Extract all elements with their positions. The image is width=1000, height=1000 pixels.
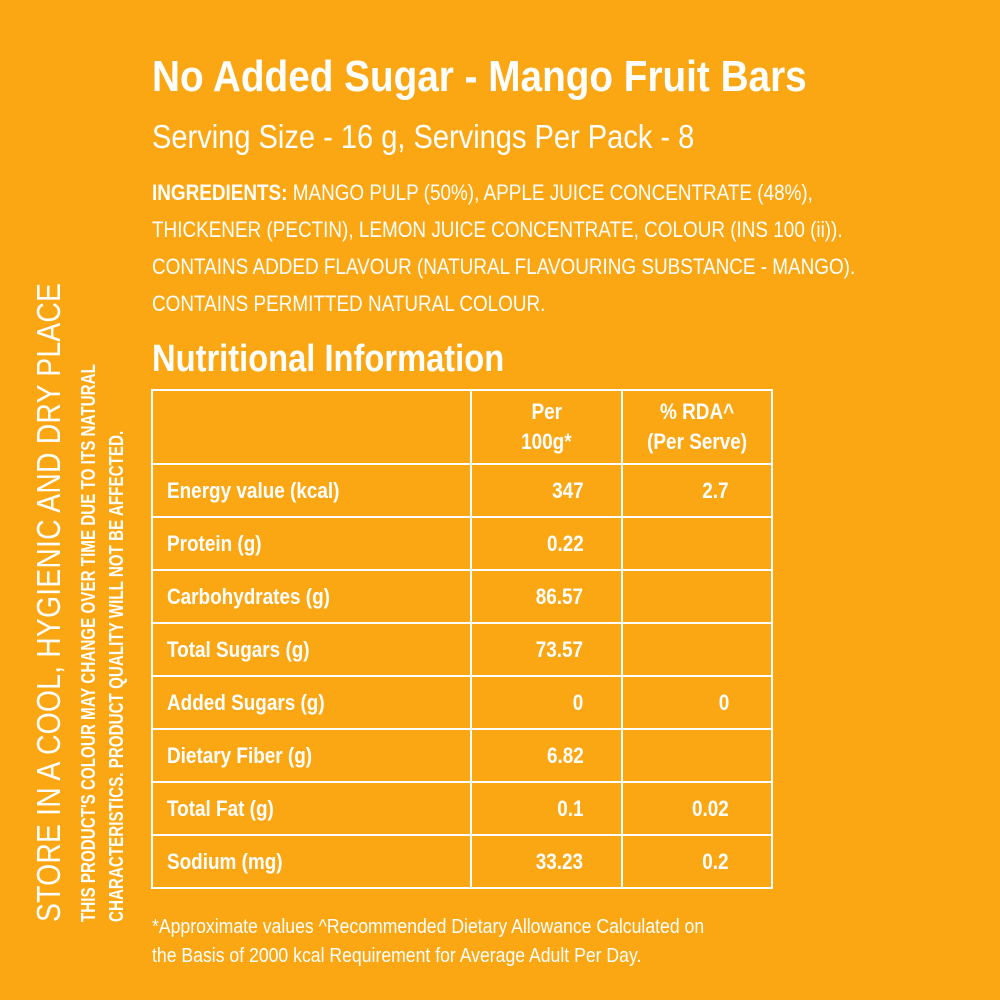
- header-per100: Per 100g*: [469, 389, 624, 465]
- per100-text: 0.1: [557, 795, 584, 821]
- nutrient-name: Added Sugars (g): [151, 675, 472, 730]
- ingredients-text: MANGO PULP (50%), APPLE JUICE CONCENTRAT…: [152, 180, 856, 316]
- rda-value: [621, 516, 773, 571]
- footnote: *Approximate values ^Recommended Dietary…: [152, 912, 806, 970]
- nutrient-label: Sodium (mg): [167, 848, 283, 874]
- header-per100-line1: Per: [531, 399, 562, 424]
- table-row: Total Fat (g) 0.1 0.02: [151, 781, 773, 836]
- rda-value: 2.7: [621, 463, 773, 518]
- header-rda-line1: % RDA^: [660, 399, 735, 424]
- nutrient-name: Sodium (mg): [151, 834, 472, 889]
- ingredients-block: INGREDIENTS: MANGO PULP (50%), APPLE JUI…: [152, 174, 925, 322]
- header-rda-line2: (Per Serve): [647, 429, 748, 454]
- header-rda: % RDA^ (Per Serve): [621, 389, 773, 465]
- per100-text: 0.22: [546, 530, 584, 556]
- nutrient-name: Dietary Fiber (g): [151, 728, 472, 783]
- rda-text: 0.2: [702, 848, 729, 874]
- rda-value: [621, 728, 773, 783]
- side-panel: STORE IN A COOL, HYGIENIC AND DRY PLACE …: [0, 0, 140, 1000]
- table-row: Total Sugars (g) 73.57: [151, 622, 773, 677]
- serving-info: Serving Size - 16 g, Servings Per Pack -…: [152, 118, 695, 155]
- per100-text: 0: [572, 689, 584, 715]
- per100-text: 73.57: [535, 636, 584, 662]
- header-nutrient: [151, 389, 472, 465]
- product-title: No Added Sugar - Mango Fruit Bars: [152, 52, 807, 101]
- nutrient-name: Total Fat (g): [151, 781, 472, 836]
- per100-text: 33.23: [535, 848, 584, 874]
- storage-instruction: STORE IN A COOL, HYGIENIC AND DRY PLACE: [30, 282, 67, 922]
- per100-text: 347: [551, 477, 584, 503]
- table-row: Sodium (mg) 33.23 0.2: [151, 834, 773, 889]
- table-row: Added Sugars (g) 0 0: [151, 675, 773, 730]
- nutrient-name: Total Sugars (g): [151, 622, 472, 677]
- ingredients-label: INGREDIENTS:: [152, 180, 288, 205]
- per100-value: 73.57: [469, 622, 624, 677]
- nutrient-label: Dietary Fiber (g): [167, 742, 313, 768]
- nutrient-name: Carbohydrates (g): [151, 569, 472, 624]
- nutrition-title: Nutritional Information: [152, 338, 505, 380]
- nutrient-label: Carbohydrates (g): [167, 583, 330, 609]
- table-row: Dietary Fiber (g) 6.82: [151, 728, 773, 783]
- nutrient-label: Total Fat (g): [167, 795, 274, 821]
- per100-text: 6.82: [546, 742, 584, 768]
- rda-text: 0: [718, 689, 729, 715]
- nutrition-table: Per 100g* % RDA^ (Per Serve) Energy valu…: [151, 389, 773, 889]
- rda-text: 0.02: [692, 795, 729, 821]
- nutrient-label: Total Sugars (g): [167, 636, 310, 662]
- per100-value: 0.1: [469, 781, 624, 836]
- per100-text: 86.57: [535, 583, 584, 609]
- nutrient-label: Protein (g): [167, 530, 262, 556]
- nutrition-header-row: Per 100g* % RDA^ (Per Serve): [151, 389, 773, 465]
- nutrient-label: Added Sugars (g): [167, 689, 325, 715]
- per100-value: 0.22: [469, 516, 624, 571]
- nutrient-label: Energy value (kcal): [167, 477, 340, 503]
- per100-value: 6.82: [469, 728, 624, 783]
- per100-value: 0: [469, 675, 624, 730]
- per100-value: 86.57: [469, 569, 624, 624]
- rda-value: [621, 569, 773, 624]
- rda-value: 0.02: [621, 781, 773, 836]
- nutrient-name: Energy value (kcal): [151, 463, 472, 518]
- colour-note-line-1: THIS PRODUCT'S COLOUR MAY CHANGE OVER TI…: [78, 364, 100, 922]
- per100-value: 33.23: [469, 834, 624, 889]
- rda-text: 2.7: [702, 477, 729, 503]
- table-row: Carbohydrates (g) 86.57: [151, 569, 773, 624]
- rda-value: [621, 622, 773, 677]
- rda-value: 0.2: [621, 834, 773, 889]
- footnote-line-1: *Approximate values ^Recommended Dietary…: [152, 915, 705, 938]
- table-row: Protein (g) 0.22: [151, 516, 773, 571]
- colour-note-line-2: CHARACTERISTICS. PRODUCT QUALITY WILL NO…: [106, 430, 128, 922]
- per100-value: 347: [469, 463, 624, 518]
- header-per100-line2: 100g*: [521, 429, 572, 454]
- nutrient-name: Protein (g): [151, 516, 472, 571]
- rda-value: 0: [621, 675, 773, 730]
- table-row: Energy value (kcal) 347 2.7: [151, 463, 773, 518]
- footnote-line-2: the Basis of 2000 kcal Requirement for A…: [152, 944, 642, 967]
